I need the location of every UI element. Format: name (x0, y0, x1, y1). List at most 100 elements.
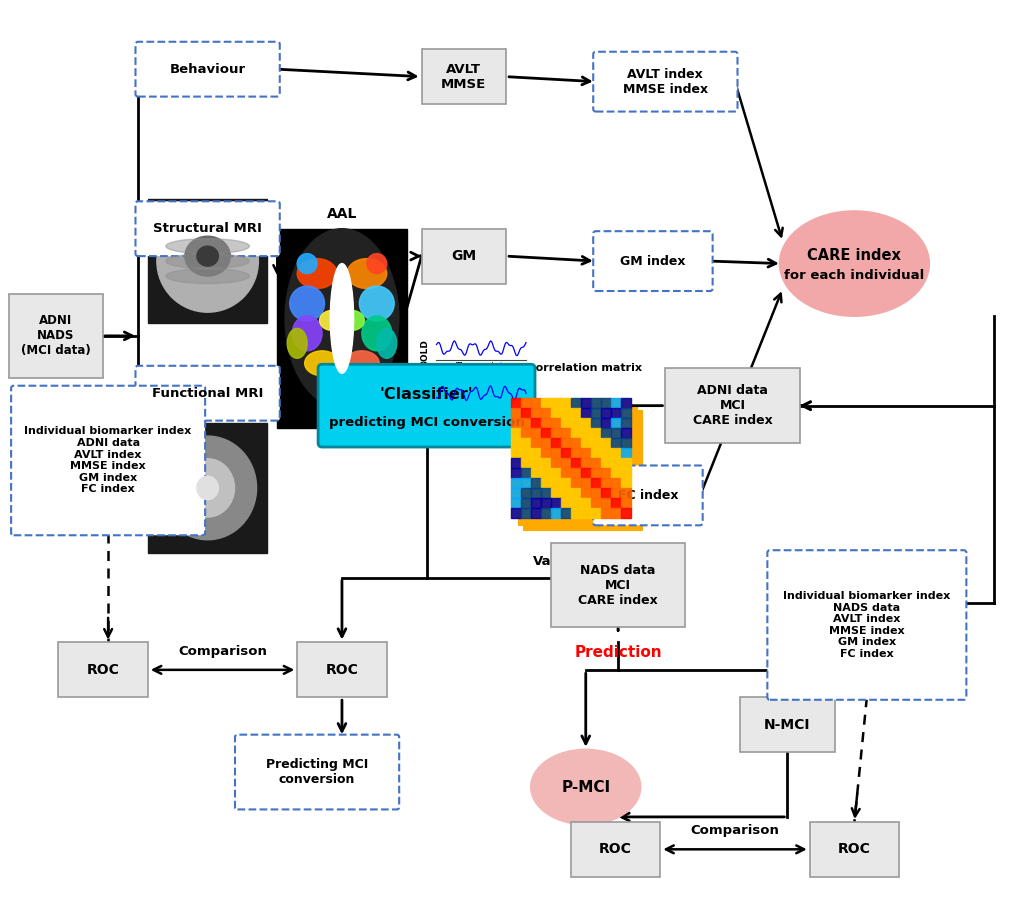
FancyBboxPatch shape (593, 231, 712, 291)
Text: NADS data
MCI
CARE index: NADS data MCI CARE index (578, 564, 657, 607)
Bar (590, 409, 600, 418)
Bar (550, 478, 560, 487)
Bar (610, 498, 620, 508)
Bar (571, 508, 580, 518)
Bar (523, 410, 642, 530)
Bar (531, 438, 540, 448)
Bar (580, 438, 590, 448)
Text: ADNI data
MCI
CARE index: ADNI data MCI CARE index (692, 384, 771, 427)
Text: P-MCI: P-MCI (560, 779, 609, 794)
Bar (511, 498, 521, 508)
Text: Validation: Validation (533, 554, 608, 567)
Text: N-MCI: N-MCI (763, 718, 810, 732)
Bar (277, 229, 407, 428)
Bar (610, 478, 620, 487)
Ellipse shape (359, 286, 393, 321)
Bar (540, 398, 550, 409)
Text: Time points: Time points (454, 362, 507, 371)
Ellipse shape (332, 329, 352, 348)
Bar (580, 409, 590, 418)
Text: Individual biomarker index
ADNI data
AVLT index
MMSE index
GM index
FC index: Individual biomarker index ADNI data AVL… (24, 427, 192, 495)
Text: AVLT index
MMSE index: AVLT index MMSE index (623, 68, 707, 95)
Bar (521, 448, 531, 458)
Bar (521, 428, 531, 438)
Bar (521, 458, 531, 468)
Bar (511, 478, 521, 487)
Bar (550, 487, 560, 498)
Bar (580, 418, 590, 428)
Text: for each individual: for each individual (784, 269, 923, 282)
Ellipse shape (330, 263, 354, 374)
Bar (511, 508, 521, 518)
Bar (620, 468, 630, 478)
Bar (590, 448, 600, 458)
Bar (610, 438, 620, 448)
Bar (531, 409, 540, 418)
Bar (600, 478, 610, 487)
FancyBboxPatch shape (593, 51, 737, 112)
Bar (580, 487, 590, 498)
Bar (590, 438, 600, 448)
Bar (610, 418, 620, 428)
Ellipse shape (346, 259, 386, 288)
Bar (571, 398, 580, 409)
Bar (600, 448, 610, 458)
Ellipse shape (319, 310, 344, 330)
Bar (620, 498, 630, 508)
Bar (550, 398, 560, 409)
FancyBboxPatch shape (11, 386, 205, 535)
Bar (620, 418, 630, 428)
Text: 'Classifier': 'Classifier' (379, 387, 473, 402)
Bar (600, 398, 610, 409)
Text: FC index: FC index (618, 489, 678, 502)
Bar (540, 448, 550, 458)
Bar (590, 398, 600, 409)
Bar (571, 428, 580, 438)
Bar (560, 438, 571, 448)
Bar (550, 458, 560, 468)
Ellipse shape (166, 239, 250, 253)
Bar (620, 398, 630, 409)
Ellipse shape (180, 459, 234, 517)
Bar (580, 458, 590, 468)
Ellipse shape (159, 436, 257, 540)
Text: Comparison: Comparison (178, 645, 267, 658)
Text: Structural MRI: Structural MRI (153, 222, 262, 235)
Bar (521, 438, 531, 448)
Bar (521, 409, 531, 418)
Ellipse shape (297, 253, 317, 274)
Bar (540, 438, 550, 448)
FancyBboxPatch shape (318, 364, 535, 447)
Bar (560, 487, 571, 498)
Bar (511, 418, 521, 428)
Text: GM index: GM index (620, 254, 685, 268)
Bar (590, 508, 600, 518)
Bar (521, 487, 531, 498)
Bar (511, 398, 630, 518)
Bar (550, 438, 560, 448)
Bar (620, 487, 630, 498)
Bar (521, 478, 531, 487)
Text: Individual biomarker index
NADS data
AVLT index
MMSE index
GM index
FC index: Individual biomarker index NADS data AVL… (783, 591, 950, 659)
Bar (511, 428, 521, 438)
Bar (620, 478, 630, 487)
Bar (511, 487, 521, 498)
Bar (560, 409, 571, 418)
Bar (531, 448, 540, 458)
Bar (571, 498, 580, 508)
Bar (531, 428, 540, 438)
Ellipse shape (166, 269, 250, 284)
Bar (590, 468, 600, 478)
FancyBboxPatch shape (421, 229, 505, 284)
Bar (620, 448, 630, 458)
Text: CARE index: CARE index (807, 248, 901, 263)
Bar (531, 458, 540, 468)
Bar (511, 398, 521, 409)
Bar (580, 468, 590, 478)
Bar (540, 468, 550, 478)
Bar (600, 498, 610, 508)
Bar (571, 487, 580, 498)
Text: Comparison: Comparison (690, 824, 779, 837)
FancyBboxPatch shape (593, 465, 702, 525)
Bar (590, 498, 600, 508)
